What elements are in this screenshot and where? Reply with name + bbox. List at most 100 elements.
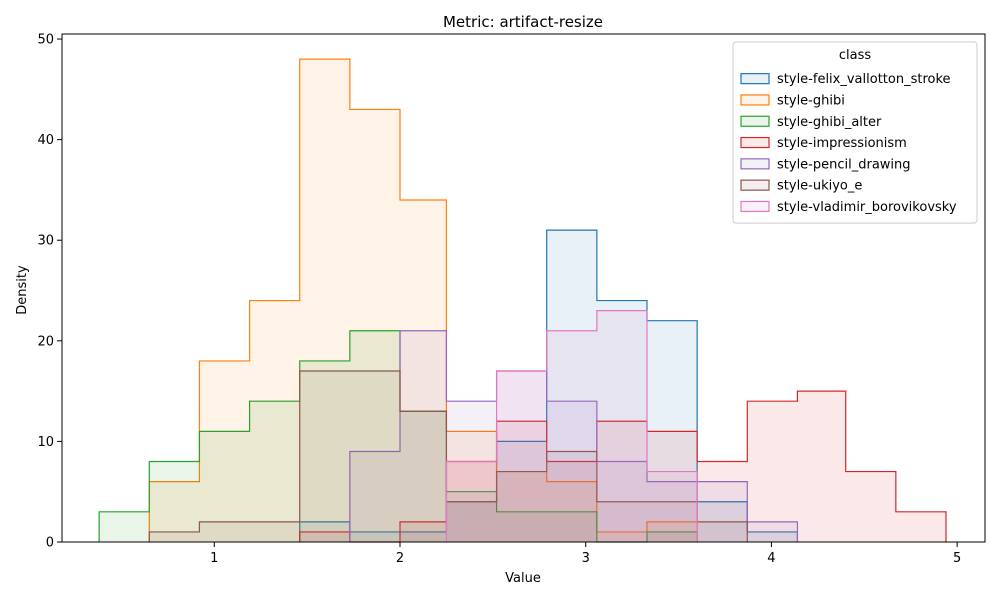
- legend-title: class: [839, 48, 871, 63]
- legend-swatch-style-vladimir_borovikovsky: [740, 200, 770, 213]
- bar-style-vladimir_borovikovsky-bin-9: [546, 330, 597, 542]
- bar-style-ghibi_alter-bin-0: [99, 511, 150, 542]
- series-style-ghibi_alter: [98, 330, 698, 543]
- bar-style-ukiyo_e-bin-8: [496, 471, 547, 542]
- bar-style-ghibi_alter-bin-7: [446, 491, 497, 542]
- bar-style-ukiyo_e-bin-3: [249, 521, 300, 542]
- bar-style-ghibi_alter-bin-4: [299, 360, 350, 542]
- bar-style-pencil_drawing-bin-9: [546, 401, 597, 542]
- y-tick-label: 20: [37, 334, 54, 349]
- bar-style-ghibi_alter-bin-3: [249, 401, 300, 542]
- bar-style-ukiyo_e-bin-6: [400, 411, 447, 542]
- bar-style-pencil_drawing-bin-13: [747, 521, 798, 542]
- bar-style-vladimir_borovikovsky-bin-11: [647, 471, 698, 542]
- bar-style-ghibi-bin-4: [299, 59, 350, 543]
- y-tick-label: 30: [37, 234, 54, 249]
- bar-style-ghibi_alter-bin-9: [546, 511, 597, 542]
- series-style-ukiyo_e: [148, 370, 748, 542]
- legend-label-style-vladimir_borovikovsky: style-vladimir_borovikovsky: [777, 200, 957, 215]
- x-tick-label: 1: [210, 551, 218, 566]
- legend-swatch-style-ukiyo_e: [740, 179, 770, 191]
- bar-style-pencil_drawing-bin-11: [647, 481, 698, 542]
- legend-label-style-impressionism: style-impressionism: [777, 136, 907, 151]
- bar-style-impressionism-bin-9: [546, 461, 597, 542]
- bar-style-impressionism-bin-13: [747, 401, 798, 542]
- bar-style-ukiyo_e-bin-1: [149, 531, 200, 542]
- bar-style-pencil_drawing-bin-12: [697, 481, 748, 542]
- x-tick-label: 4: [767, 551, 775, 566]
- plot-frame: [61, 33, 986, 543]
- x-axis-label: Value: [505, 571, 541, 586]
- bar-style-ukiyo_e-bin-7: [446, 501, 497, 542]
- bar-style-vladimir_borovikovsky-bin-8: [496, 370, 547, 542]
- legend-swatch-style-pencil_drawing: [740, 158, 770, 170]
- bar-style-ghibi-bin-2: [199, 360, 250, 542]
- bar-style-felix_vallotton_stroke-bin-7: [446, 501, 497, 542]
- series-layer: [98, 58, 947, 543]
- bar-style-ukiyo_e-bin-11: [647, 501, 698, 542]
- bar-style-impressionism-bin-16: [895, 511, 946, 542]
- bar-style-ghibi-bin-6: [400, 199, 447, 542]
- x-tick-label: 2: [396, 551, 404, 566]
- x-tick-label: 5: [953, 551, 961, 566]
- y-tick-label: 50: [37, 33, 54, 48]
- chart-title: Metric: artifact-resize: [443, 13, 603, 31]
- bar-style-vladimir_borovikovsky-bin-7: [446, 461, 497, 542]
- bar-style-ghibi_alter-bin-1: [149, 461, 200, 542]
- bar-style-impressionism-bin-6: [400, 521, 447, 542]
- bar-style-impressionism-bin-11: [647, 431, 698, 542]
- y-tick-label: 40: [37, 133, 54, 148]
- step-outline-style-vladimir_borovikovsky: [445, 310, 698, 542]
- legend-label-style-felix_vallotton_stroke: style-felix_vallotton_stroke: [777, 72, 951, 87]
- bar-style-felix_vallotton_stroke-bin-9: [546, 230, 597, 542]
- bar-style-ghibi-bin-5: [349, 109, 400, 542]
- step-outline-style-impressionism: [299, 390, 947, 543]
- bar-style-ukiyo_e-bin-2: [199, 521, 250, 542]
- legend-swatch-style-felix_vallotton_stroke: [740, 73, 770, 85]
- bar-style-ghibi_alter-bin-2: [199, 431, 250, 542]
- bar-style-pencil_drawing-bin-7: [446, 401, 497, 542]
- legend: class style-felix_vallotton_stroke style-g…: [732, 41, 978, 224]
- bar-style-ghibi-bin-10: [596, 531, 647, 542]
- bar-style-ghibi-bin-7: [446, 431, 497, 542]
- bar-style-ghibi_alter-bin-11: [647, 531, 698, 542]
- legend-label-style-pencil_drawing: style-pencil_drawing: [777, 157, 911, 172]
- x-tick-label: 3: [582, 551, 590, 566]
- bar-style-pencil_drawing-bin-8: [496, 370, 547, 542]
- bar-style-ghibi_alter-bin-5: [349, 330, 400, 542]
- legend-swatch-style-ghibi: [740, 94, 770, 106]
- bar-style-impressionism-bin-4: [299, 531, 350, 542]
- legend-label-style-ghibi_alter: style-ghibi_alter: [777, 115, 882, 130]
- bar-style-ukiyo_e-bin-12: [697, 521, 748, 542]
- bar-style-pencil_drawing-bin-6: [400, 330, 447, 542]
- series-style-vladimir_borovikovsky: [445, 310, 698, 542]
- legend-box: [732, 41, 978, 224]
- bar-style-impressionism-bin-10: [596, 421, 647, 542]
- bar-style-pencil_drawing-bin-5: [349, 451, 400, 542]
- bar-style-ghibi-bin-3: [249, 300, 300, 542]
- bar-style-impressionism-bin-15: [845, 471, 896, 542]
- legend-label-style-ukiyo_e: style-ukiyo_e: [777, 179, 862, 194]
- bar-style-vladimir_borovikovsky-bin-10: [596, 310, 647, 542]
- bar-style-impressionism-bin-14: [797, 391, 846, 542]
- bar-style-ukiyo_e-bin-10: [596, 501, 647, 542]
- bar-style-impressionism-bin-12: [697, 461, 748, 542]
- step-outline-style-ghibi: [148, 58, 698, 542]
- legend-swatch-style-ghibi_alter: [740, 115, 770, 127]
- bar-style-impressionism-bin-8: [496, 421, 547, 542]
- step-outline-style-felix_vallotton_stroke: [299, 229, 799, 542]
- bar-style-ghibi-bin-8: [496, 471, 547, 542]
- legend-swatch-style-impressionism: [740, 136, 770, 149]
- bar-style-ghibi_alter-bin-8: [496, 511, 547, 542]
- bar-style-felix_vallotton_stroke-bin-6: [400, 531, 447, 542]
- bar-style-felix_vallotton_stroke-bin-8: [496, 441, 547, 542]
- bar-style-ghibi_alter-bin-6: [400, 411, 447, 542]
- bar-style-ukiyo_e-bin-4: [299, 370, 350, 542]
- bar-style-felix_vallotton_stroke-bin-5: [349, 531, 400, 542]
- y-axis-label: Density: [15, 265, 30, 315]
- bar-style-felix_vallotton_stroke-bin-13: [747, 531, 798, 542]
- y-tick-label: 0: [46, 536, 54, 551]
